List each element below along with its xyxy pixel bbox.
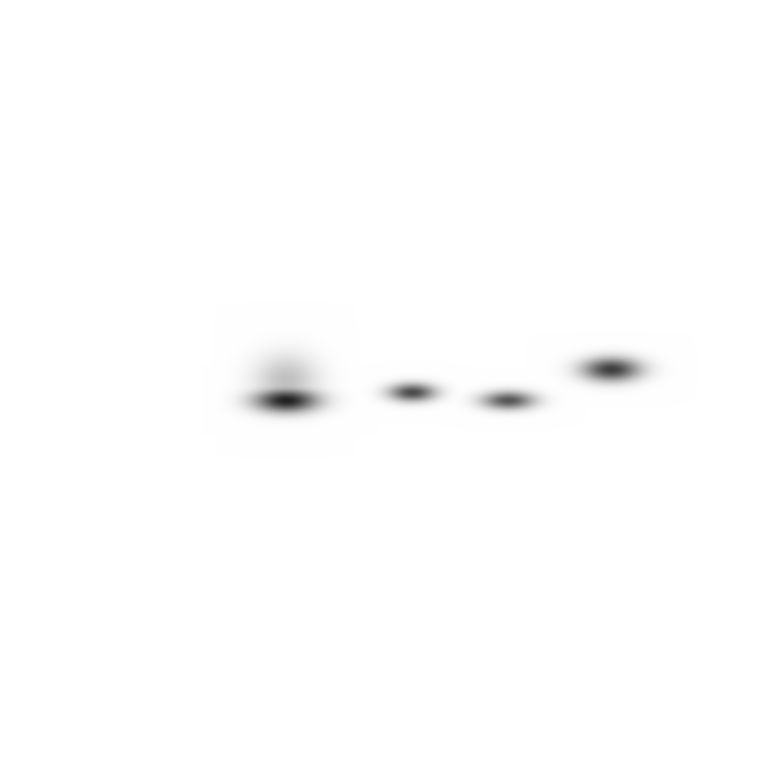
Text: 75kDa: 75kDa (137, 321, 195, 339)
Text: 50kDa: 50kDa (137, 413, 195, 432)
Text: C: C (500, 15, 516, 39)
Text: D: D (601, 15, 621, 39)
Text: 37kDa: 37kDa (137, 482, 195, 500)
Bar (475, 23, 541, 745)
Text: A: A (278, 15, 295, 39)
Text: 150kDa: 150kDa (125, 163, 195, 181)
Bar (579, 23, 643, 745)
Text: 20kDa: 20kDa (137, 623, 195, 640)
Bar (254, 23, 319, 745)
Bar (202, 23, 753, 745)
Text: 100kDa: 100kDa (125, 256, 195, 274)
Text: 25kDa: 25kDa (137, 571, 195, 590)
Text: 15kDa: 15kDa (137, 688, 195, 706)
Bar (380, 23, 445, 745)
Text: 250kDa: 250kDa (125, 47, 195, 65)
Text: B: B (404, 15, 421, 39)
